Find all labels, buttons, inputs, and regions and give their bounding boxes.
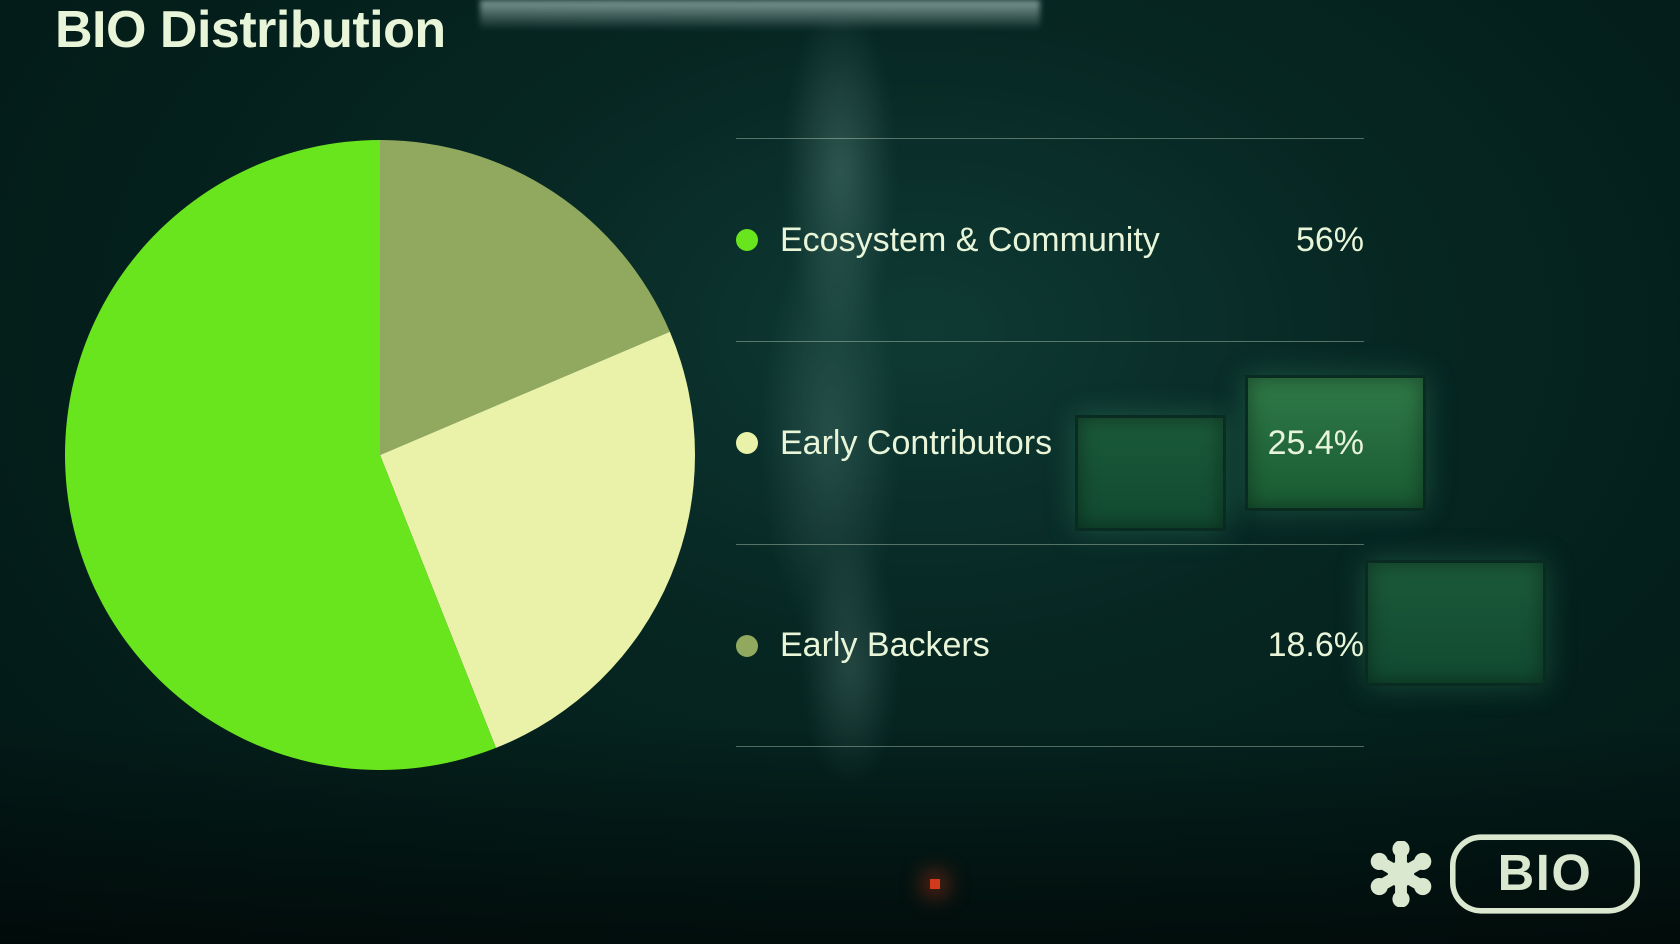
legend-dot-contributors	[736, 432, 758, 454]
legend-left: Early Backers	[736, 626, 990, 665]
legend-left: Early Contributors	[736, 424, 1052, 463]
bio-wordmark: BIO	[1450, 834, 1640, 914]
bg-red-indicator	[930, 879, 940, 889]
bg-monitor-3	[1365, 560, 1546, 686]
legend-label-ecosystem: Ecosystem & Community	[780, 221, 1160, 260]
logo-text: BIO	[1498, 844, 1593, 901]
legend-dot-ecosystem	[736, 229, 758, 251]
pie-chart	[65, 140, 695, 770]
legend-row-ecosystem: Ecosystem & Community 56%	[736, 138, 1364, 341]
legend-row-backers: Early Backers 18.6%	[736, 544, 1364, 747]
legend-label-backers: Early Backers	[780, 626, 990, 665]
page-title: BIO Distribution	[55, 0, 446, 60]
legend-pct-contributors: 25.4%	[1268, 424, 1364, 463]
legend: Ecosystem & Community 56% Early Contributo…	[736, 138, 1364, 747]
legend-row-contributors: Early Contributors 25.4%	[736, 341, 1364, 544]
legend-dot-backers	[736, 635, 758, 657]
legend-label-contributors: Early Contributors	[780, 424, 1052, 463]
legend-left: Ecosystem & Community	[736, 221, 1160, 260]
brand-logo: BIO	[1368, 834, 1640, 914]
bg-ceiling-light	[480, 0, 1040, 30]
pie-svg	[65, 140, 695, 770]
asterisk-icon	[1368, 841, 1434, 907]
stage: BIO Distribution Ecosystem & Community 56…	[0, 0, 1680, 944]
legend-pct-ecosystem: 56%	[1296, 221, 1364, 260]
legend-pct-backers: 18.6%	[1268, 626, 1364, 665]
